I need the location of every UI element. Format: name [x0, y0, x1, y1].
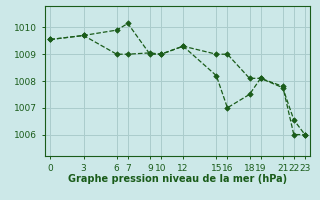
X-axis label: Graphe pression niveau de la mer (hPa): Graphe pression niveau de la mer (hPa) — [68, 174, 287, 184]
